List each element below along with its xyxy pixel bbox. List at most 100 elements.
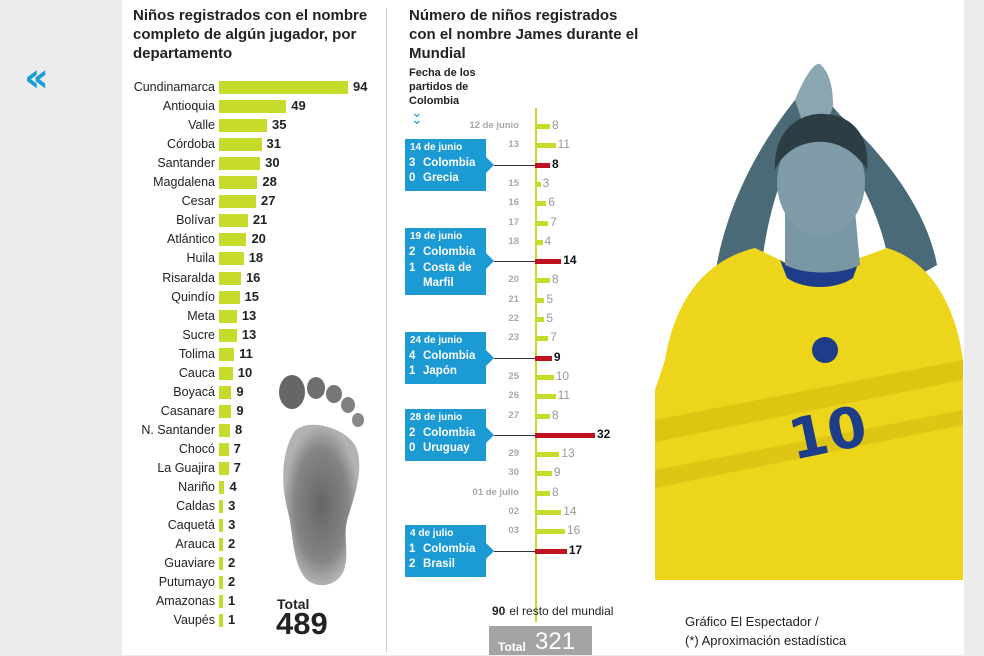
department-bar: [219, 614, 223, 628]
department-bar: [219, 519, 224, 533]
department-label: Quindío: [171, 289, 215, 304]
day-value: 16: [567, 523, 581, 538]
department-bar: [219, 233, 247, 247]
department-value: 2: [228, 574, 236, 590]
team-name: Colombia: [423, 156, 476, 169]
date-label: 01 de julio: [472, 486, 519, 498]
day-value: 17: [568, 542, 583, 557]
timeline-axis: [535, 108, 537, 622]
day-bar: [535, 490, 550, 496]
match-connector: [494, 261, 535, 263]
department-bar: [219, 500, 224, 514]
day-value: 4: [544, 233, 552, 248]
department-value: 27: [261, 193, 276, 209]
department-bar: [219, 309, 237, 323]
date-label: 02: [508, 506, 519, 517]
department-value: 3: [228, 517, 236, 533]
department-label: Meta: [187, 308, 215, 323]
right-chart-title: Número de niños registrados con el nombr…: [409, 7, 639, 62]
day-value: 7: [550, 330, 557, 345]
department-value: 21: [252, 212, 268, 228]
total-value: 489: [276, 606, 328, 641]
department-value: 11: [239, 345, 253, 361]
team-score: 1: [409, 364, 416, 377]
department-value: 4: [229, 479, 237, 495]
department-label: Magdalena: [153, 175, 215, 190]
department-label: Tolima: [178, 346, 215, 361]
date-label: 29: [508, 448, 519, 460]
day-value: 8: [552, 484, 559, 499]
day-value: 3: [542, 175, 550, 190]
department-bar: [219, 404, 232, 418]
date-label: 03: [508, 525, 519, 537]
day-bar: [535, 181, 541, 187]
day-value: 11: [557, 388, 571, 403]
department-label: Sucre: [182, 327, 215, 342]
department-bar: [219, 423, 230, 437]
team-score: 1: [409, 542, 416, 555]
match-day-bar: [535, 432, 595, 438]
department-label: Casanare: [160, 403, 215, 418]
department-bar: [219, 252, 244, 266]
day-value: 11: [557, 137, 571, 152]
box-pointer: [486, 156, 494, 173]
department-value: 1: [228, 612, 236, 628]
day-bar: [535, 124, 550, 129]
department-label: Risaralda: [162, 270, 215, 285]
department-bar: [219, 195, 257, 209]
day-value: 32: [597, 426, 611, 441]
credit: Gráfico El Espectador / (*) Aproximación…: [685, 612, 846, 650]
day-value: 13: [561, 446, 575, 461]
day-value: 8: [552, 118, 559, 132]
department-value: 30: [265, 155, 280, 171]
team-score: 4: [409, 349, 416, 362]
team-name: Brasil: [423, 557, 455, 570]
department-label: Vaupés: [173, 613, 215, 628]
department-bar: [219, 595, 223, 609]
match-team-row: 3 Colombia: [409, 157, 485, 169]
column-divider: [386, 8, 387, 652]
day-bar: [535, 413, 550, 419]
back-chevron-icon[interactable]: ‹‹: [24, 55, 49, 101]
day-value: 10: [555, 368, 570, 383]
team-score: 1: [409, 261, 416, 274]
department-label: Cauca: [178, 365, 215, 380]
team-score: 2: [409, 557, 416, 570]
department-bar: [219, 462, 229, 475]
match-dates-label: Fecha de los partidos de Colombia: [409, 67, 476, 107]
date-label: 13: [508, 139, 519, 151]
match-box: 19 de junio 2 Colombia 1 Costa de Marfil: [405, 227, 494, 295]
department-bar: [219, 385, 232, 399]
department-bar: [219, 119, 268, 133]
day-bar: [535, 239, 543, 245]
day-bar: [535, 297, 545, 303]
date-label: 26: [508, 390, 519, 402]
department-label: Nariño: [178, 480, 215, 495]
department-bar: [219, 328, 237, 342]
department-value: 15: [244, 288, 260, 304]
footprint-icon: [279, 375, 364, 586]
department-bar: [219, 576, 223, 590]
day-bar: [535, 394, 556, 400]
department-bar: [219, 366, 233, 380]
department-label: Bolívar: [176, 213, 215, 228]
department-value: 49: [291, 98, 306, 114]
department-label: N. Santander: [141, 422, 215, 437]
department-label: La Guajira: [157, 461, 215, 475]
match-team-row: 2 Colombia: [409, 246, 485, 258]
team-name: Grecia: [423, 171, 459, 184]
department-bar: [219, 290, 240, 304]
date-label: 25: [508, 370, 519, 382]
match-connector: [494, 550, 535, 552]
department-value: 9: [236, 383, 244, 399]
day-bar: [535, 201, 547, 207]
match-connector: [494, 434, 535, 436]
department-value: 31: [266, 136, 281, 152]
department-value: 20: [251, 231, 266, 247]
department-bar: [219, 138, 262, 152]
match-date: 14 de junio: [410, 141, 463, 153]
player-photo: 10: [655, 63, 963, 580]
department-bar: [219, 481, 225, 495]
department-label: Arauca: [175, 537, 215, 552]
date-label: 30: [508, 467, 519, 479]
